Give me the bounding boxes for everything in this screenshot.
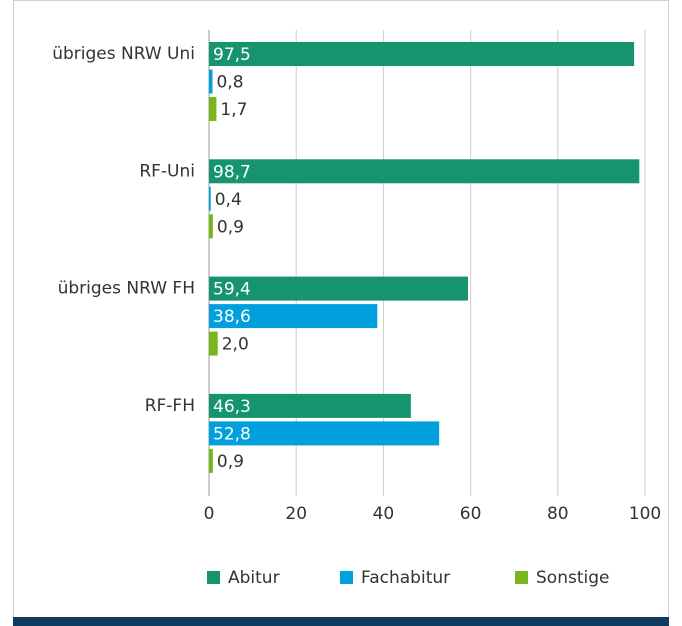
legend-label: Sonstige (536, 568, 609, 588)
x-tick-label: 60 (460, 504, 482, 524)
bar (209, 97, 217, 121)
bar (209, 214, 213, 239)
data-label: 0,8 (216, 73, 243, 93)
y-tick-label: übriges NRW Uni (52, 44, 195, 64)
y-tick-label: RF-Uni (139, 161, 195, 181)
legend-label: Fachabitur (361, 568, 450, 588)
legend-swatch (340, 571, 353, 584)
x-tick-label: 100 (629, 504, 661, 524)
x-tick-label: 40 (373, 504, 395, 524)
bar (209, 393, 411, 418)
legend-label: Abitur (228, 568, 280, 588)
bar (209, 69, 213, 94)
bar (209, 159, 640, 184)
data-label: 0,9 (217, 217, 244, 237)
bar (209, 331, 218, 356)
x-tick-label: 80 (547, 504, 569, 524)
bar (209, 186, 211, 211)
legend-swatch (515, 571, 528, 584)
x-tick-label: 20 (285, 504, 307, 524)
y-tick-label: übriges NRW FH (58, 279, 195, 299)
data-label: 38,6 (213, 307, 251, 327)
y-tick-label: RF-FH (145, 396, 195, 416)
data-label: 0,9 (217, 452, 244, 472)
bar (209, 276, 468, 301)
bar (209, 304, 378, 329)
bar (209, 42, 635, 66)
data-label: 52,8 (213, 424, 251, 444)
x-tick-label: 0 (204, 504, 215, 524)
data-label: 46,3 (213, 397, 251, 417)
footer-bar (13, 617, 669, 626)
data-label: 0,4 (215, 190, 242, 210)
bar (209, 421, 440, 446)
data-label: 98,7 (213, 162, 251, 182)
data-label: 2,0 (222, 335, 249, 355)
data-label: 1,7 (220, 100, 247, 120)
legend-swatch (207, 571, 220, 584)
bar (209, 448, 213, 473)
data-label: 59,4 (213, 280, 251, 300)
data-label: 97,5 (213, 45, 251, 65)
